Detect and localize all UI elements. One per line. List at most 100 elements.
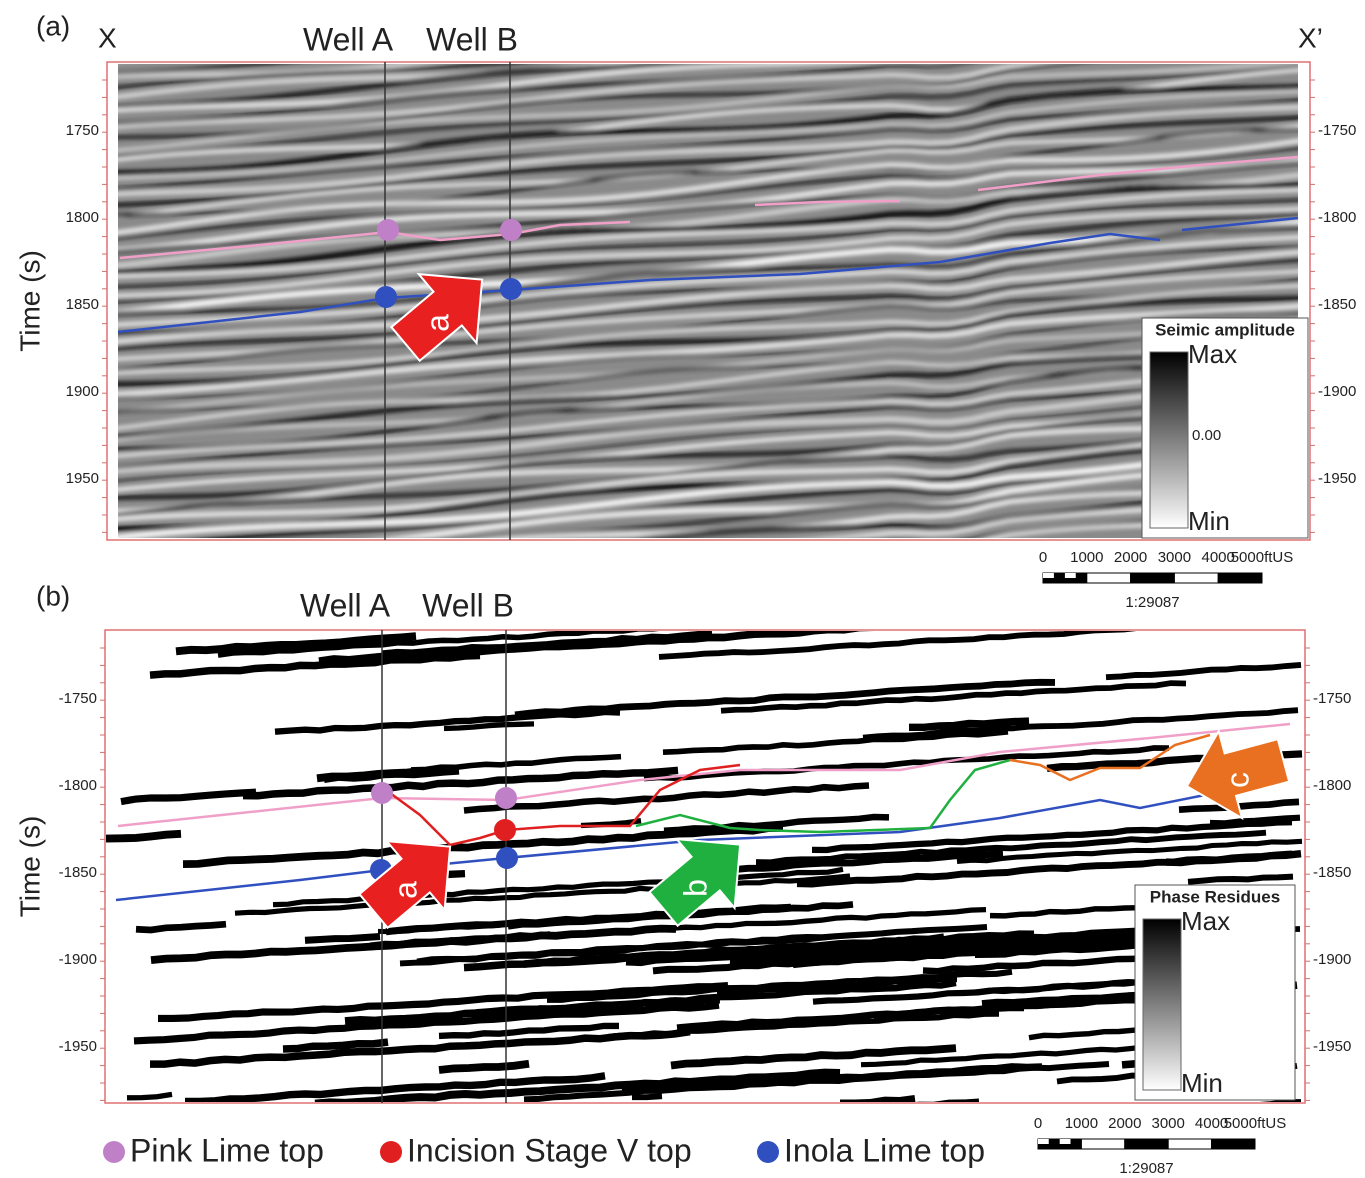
colorbar-mid: 0.00 (1192, 427, 1221, 444)
legend-label: Incision Stage V top (407, 1132, 692, 1168)
colorbar-max: Max (1181, 906, 1230, 936)
y-tick-label: -1950 (1313, 1038, 1351, 1055)
colorbar-gradient (1143, 919, 1181, 1090)
legend-label: Inola Lime top (784, 1132, 985, 1168)
y-tick-label: -1800 (1313, 777, 1351, 794)
colorbar-min: Min (1181, 1068, 1223, 1098)
scale-segment (1087, 573, 1131, 583)
seismic-reflector (110, 0, 1310, 26)
y-tick-label: -1750 (1313, 690, 1351, 707)
seismic-reflector (110, 0, 1310, 41)
colorbar-title: Phase Residues (1150, 887, 1280, 906)
scale-ratio: 1:29087 (1125, 594, 1179, 611)
scale-segment (1212, 1139, 1255, 1149)
y-tick-label: 1800 (66, 209, 99, 226)
red-marker (494, 819, 516, 841)
y-tick-label: -1950 (59, 1038, 97, 1055)
scale-segment (1125, 1139, 1168, 1149)
legend-marker (103, 1141, 125, 1163)
scale-segment (1081, 1139, 1124, 1149)
y-tick-label: 1950 (66, 470, 99, 487)
scale-tick-label: 0 (1039, 549, 1047, 566)
scale-ratio: 1:29087 (1119, 1160, 1173, 1177)
seismic-reflector (110, 0, 1310, 54)
y-tick-label: -1950 (1318, 470, 1356, 487)
well-label: Well A (300, 587, 391, 623)
residue-band (632, 1096, 662, 1097)
y-tick-label: -1850 (1318, 296, 1356, 313)
seismic-reflector (110, 0, 1310, 35)
scale-segment (1049, 1139, 1060, 1144)
colorbar-min: Min (1188, 506, 1230, 536)
colorbar-max: Max (1188, 339, 1237, 369)
legend-marker (757, 1141, 779, 1163)
scale-tick-label: 2000 (1114, 549, 1147, 566)
arrow-label: a (387, 881, 423, 899)
y-tick-label: -1900 (1313, 951, 1351, 968)
y-tick-label: 1750 (66, 122, 99, 139)
well-label: Well A (303, 21, 394, 57)
pink-marker (377, 219, 399, 241)
y-tick-label: 1850 (66, 296, 99, 313)
y-axis-title: Time (s) (14, 816, 45, 918)
scale-segment (1076, 573, 1087, 578)
pink-marker (371, 782, 393, 804)
residue-band (439, 1064, 529, 1070)
blue-marker (375, 286, 397, 308)
y-tick-label: -1900 (59, 951, 97, 968)
well-label: Well B (426, 21, 518, 57)
scale-segment (1168, 1139, 1211, 1149)
scale-segment (1054, 573, 1065, 578)
y-axis-title: Time (s) (14, 250, 45, 352)
y-tick-label: -1750 (1318, 122, 1356, 139)
scale-tick-label: 1000 (1065, 1115, 1098, 1132)
panel-label: (a) (36, 10, 70, 41)
scale-tick-label: 5000ftUS (1224, 1115, 1287, 1132)
arrow-label: b (677, 879, 713, 897)
scale-segment (1071, 1139, 1082, 1144)
y-tick-label: -1750 (59, 690, 97, 707)
y-tick-label: -1850 (59, 864, 97, 881)
seismic-reflector (110, 0, 1310, 6)
scale-segment (1174, 573, 1218, 583)
blue-marker (496, 847, 518, 869)
colorbar-gradient (1150, 352, 1188, 528)
scale-tick-label: 2000 (1108, 1115, 1141, 1132)
scale-segment (1131, 573, 1175, 583)
pink-marker (500, 219, 522, 241)
scale-tick-label: 0 (1034, 1115, 1042, 1132)
section-end: X’ (1298, 22, 1323, 53)
legend-marker (380, 1141, 402, 1163)
arrow-label: a (419, 314, 455, 332)
y-tick-label: 1900 (66, 383, 99, 400)
y-tick-label: -1800 (1318, 209, 1356, 226)
y-tick-label: -1900 (1318, 383, 1356, 400)
seismic-image (110, 0, 1310, 608)
y-tick-label: -1850 (1313, 864, 1351, 881)
y-tick-label: -1800 (59, 777, 97, 794)
section-end: X (98, 22, 117, 53)
well-label: Well B (422, 587, 514, 623)
legend-label: Pink Lime top (130, 1132, 324, 1168)
scale-tick-label: 1000 (1070, 549, 1103, 566)
scale-segment (1043, 573, 1054, 578)
arrow-label: c (1219, 772, 1255, 788)
seismic-reflector (110, 0, 1310, 61)
residue-band (305, 937, 380, 941)
scale-segment (1065, 573, 1076, 578)
scale-tick-label: 5000ftUS (1231, 549, 1294, 566)
seismic-reflector (110, 0, 1310, 18)
panel-label: (b) (36, 580, 70, 611)
pink-marker (495, 787, 517, 809)
scale-tick-label: 3000 (1158, 549, 1191, 566)
blue-marker (500, 278, 522, 300)
seismic-reflector (110, 0, 1310, 47)
scale-segment (1038, 1139, 1049, 1144)
scale-tick-label: 3000 (1152, 1115, 1185, 1132)
residue-band (106, 834, 181, 839)
scale-segment (1060, 1139, 1071, 1144)
scale-segment (1218, 573, 1262, 583)
colorbar-title: Seimic amplitude (1155, 320, 1295, 339)
seismic-reflector (110, 0, 1310, 74)
figure: (a) X X’ Well A Well B Time (s) 1750 -1750 1800 -… (0, 0, 1365, 1178)
